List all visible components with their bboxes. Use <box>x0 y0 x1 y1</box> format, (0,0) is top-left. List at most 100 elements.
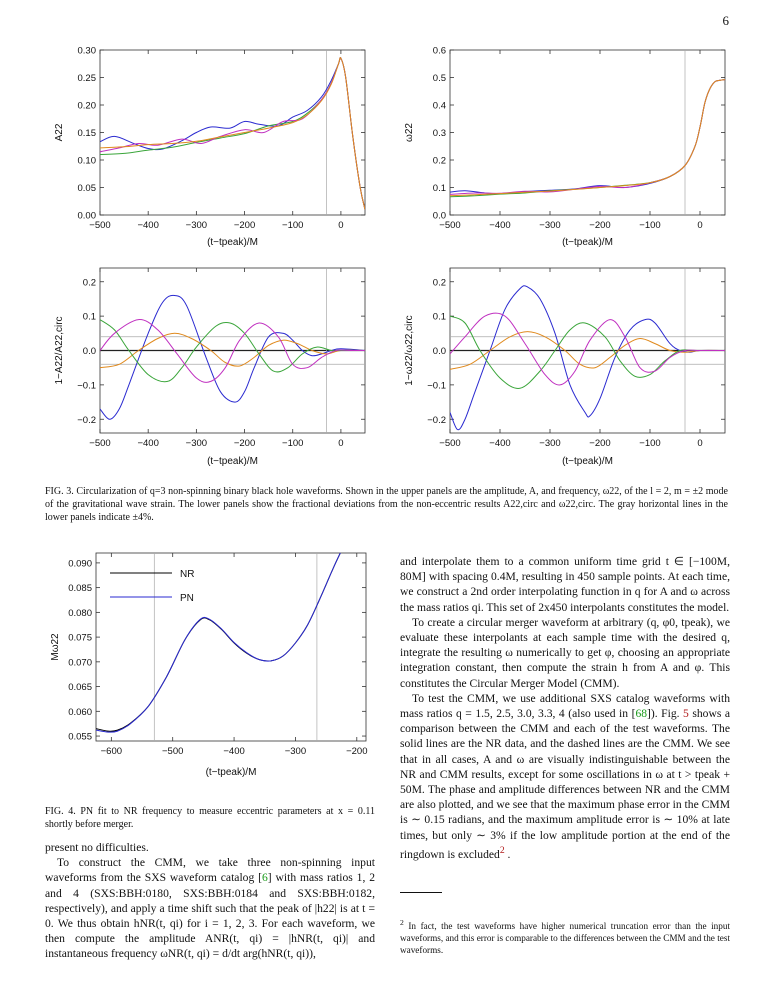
citation-link[interactable]: 6 <box>261 871 268 885</box>
x-tick-label: −200 <box>234 220 255 231</box>
footnote-link[interactable]: 2 <box>499 844 505 856</box>
series-line-green <box>100 57 365 210</box>
x-tick-label: −600 <box>101 746 122 757</box>
y-tick-label: 0.085 <box>68 583 92 594</box>
series-line-orange <box>450 79 725 197</box>
y-tick-label: 0.0 <box>433 211 446 222</box>
y-tick-label: 0.6 <box>433 46 446 57</box>
y-tick-label: 0.20 <box>78 101 97 112</box>
x-tick-label: 0 <box>697 220 702 231</box>
y-tick-label: 0.15 <box>78 128 97 139</box>
figure-4-caption: FIG. 4. PN fit to NR frequency to measur… <box>45 805 375 831</box>
series-line-magenta <box>450 79 725 195</box>
omega22-chart: −500 −400 −300 −200 −100 0 0.0 0.1 0.2 0.3 0.4 0.5 0… <box>404 46 726 248</box>
citation-link[interactable]: 68 <box>635 707 648 721</box>
x-tick-label: −100 <box>639 438 660 449</box>
x-tick-label: −300 <box>186 220 207 231</box>
x-tick-label: −100 <box>639 220 660 231</box>
series-line-blue <box>450 79 725 195</box>
x-tick-label: −400 <box>489 438 510 449</box>
footnote-rule <box>400 892 442 893</box>
x-tick-label: −300 <box>285 746 306 757</box>
series-line-black <box>96 553 341 732</box>
y-tick-label: 0.30 <box>78 46 97 57</box>
y-tick-label: 0.0 <box>83 346 96 357</box>
A22-chart: −500 −400 −300 −200 −100 0 0.00 0.05 0.10 0.15 0.2… <box>54 46 366 248</box>
x-tick-label: −500 <box>439 220 460 231</box>
y-axis-label: A22 <box>54 123 65 141</box>
series-line-magenta <box>100 319 365 383</box>
x-tick-label: −400 <box>223 746 244 757</box>
right-paragraph-3-text-a: To test the CMM, we use additional SXS c… <box>400 691 730 721</box>
pnfit-chart: −600 −500 −400 −300 −200 0.055 0.060 0.065 0.070… <box>50 552 367 778</box>
y-tick-label: 0.2 <box>433 277 446 288</box>
footnote-text: In fact, the test waveforms have higher … <box>400 921 730 956</box>
right-column-text: and interpolate them to a common uniform… <box>400 554 730 862</box>
figure-3-frequency-deviation-panel: −500 −400 −300 −200 −100 0 −0.2 −0.1 0.0 0.1 0.2 (t… <box>400 262 740 482</box>
x-axis-label: (t−tpeak)/M <box>206 767 257 778</box>
y-axis-label: 1−ω22/ω22,circ <box>404 315 415 385</box>
y-tick-label: −0.1 <box>427 380 446 391</box>
right-paragraph-3-text-c: shows a comparison between the CMM and e… <box>400 707 731 861</box>
y-tick-label: 0.3 <box>433 128 446 139</box>
right-paragraph-2: To create a circular merger waveform at … <box>400 615 730 690</box>
x-tick-label: −500 <box>162 746 183 757</box>
x-tick-label: −400 <box>137 438 158 449</box>
figure-3-amplitude-deviation-panel: −500 −400 −300 −200 −100 0 −0.2 −0.1 0.0 0.1 0.2 (t… <box>38 262 378 482</box>
y-tick-label: 0.0 <box>433 346 446 357</box>
series-line-green <box>450 79 725 198</box>
x-tick-label: −200 <box>589 438 610 449</box>
dA-chart: −500 −400 −300 −200 −100 0 −0.2 −0.1 0.0 0.1 0.2 (t… <box>54 267 366 467</box>
x-tick-label: −300 <box>186 438 207 449</box>
y-axis-label: 1−A22/A22,circ <box>54 316 65 384</box>
y-tick-label: −0.2 <box>427 415 446 426</box>
series-line-green <box>100 319 365 383</box>
x-tick-label: −500 <box>439 438 460 449</box>
legend-label: NR <box>180 569 194 580</box>
footnote-mark: 2 <box>400 918 404 927</box>
y-tick-label: 0.2 <box>433 156 446 167</box>
x-tick-label: 0 <box>697 438 702 449</box>
y-tick-label: 0.1 <box>433 312 446 323</box>
x-tick-label: −200 <box>589 220 610 231</box>
plot-frame <box>449 49 726 216</box>
y-tick-label: 0.065 <box>68 682 92 693</box>
x-tick-label: −300 <box>539 438 560 449</box>
figure-3-caption: FIG. 3. Circularization of q=3 non-spinn… <box>45 485 728 525</box>
x-axis-label: (t−tpeak)/M <box>207 237 258 248</box>
footnote: 2 In fact, the test waveforms have highe… <box>400 917 730 956</box>
x-tick-label: −200 <box>234 438 255 449</box>
left-column-text: present no difficulties. To construct th… <box>45 840 375 962</box>
right-paragraph-3-text-b: ]). Fig. <box>647 707 684 721</box>
right-paragraph-1: and interpolate them to a common uniform… <box>400 555 730 614</box>
y-tick-label: 0.055 <box>68 732 92 743</box>
x-tick-label: −500 <box>89 438 110 449</box>
page-number: 6 <box>722 13 730 28</box>
x-tick-label: −100 <box>282 438 303 449</box>
series-line-magenta <box>450 312 725 386</box>
y-tick-label: 0.1 <box>433 183 446 194</box>
series-line-orange <box>100 57 365 210</box>
left-paragraph-1: present no difficulties. <box>45 841 149 854</box>
y-tick-label: 0.00 <box>78 211 97 222</box>
y-tick-label: 0.2 <box>83 277 96 288</box>
y-tick-label: 0.25 <box>78 73 97 84</box>
x-tick-label: −200 <box>346 746 367 757</box>
figure-3-frequency-panel: −500 −400 −300 −200 −100 0 0.0 0.1 0.2 0.3 0.4 0.5 0… <box>400 40 740 265</box>
figure-3-caption-text: FIG. 3. Circularization of q=3 non-spinn… <box>45 486 728 524</box>
right-paragraph-3-text-d: . <box>504 847 511 861</box>
y-axis-label: Mω22 <box>50 633 61 661</box>
legend-label: PN <box>180 593 194 604</box>
left-paragraph-2-text-b: ] with mass ratios 1, 2 and 4 (SXS:BBH:0… <box>45 871 375 961</box>
right-paragraph-3: To test the CMM, we use additional SXS c… <box>400 691 730 862</box>
y-tick-label: 0.080 <box>68 608 92 619</box>
y-tick-label: 0.070 <box>68 657 92 668</box>
y-tick-label: 0.075 <box>68 633 92 644</box>
y-tick-label: 0.060 <box>68 707 92 718</box>
left-paragraph-2-text-a: To construct the CMM, we take three non-… <box>45 856 375 885</box>
x-tick-label: 0 <box>338 220 343 231</box>
y-axis-label: ω22 <box>404 123 415 142</box>
figure-3-amplitude-panel: −500 −400 −300 −200 −100 0 0.00 0.05 0.10 0.15 0.2… <box>38 40 378 265</box>
series-line-blue <box>100 57 365 210</box>
figure-link[interactable]: 5 <box>683 707 689 721</box>
